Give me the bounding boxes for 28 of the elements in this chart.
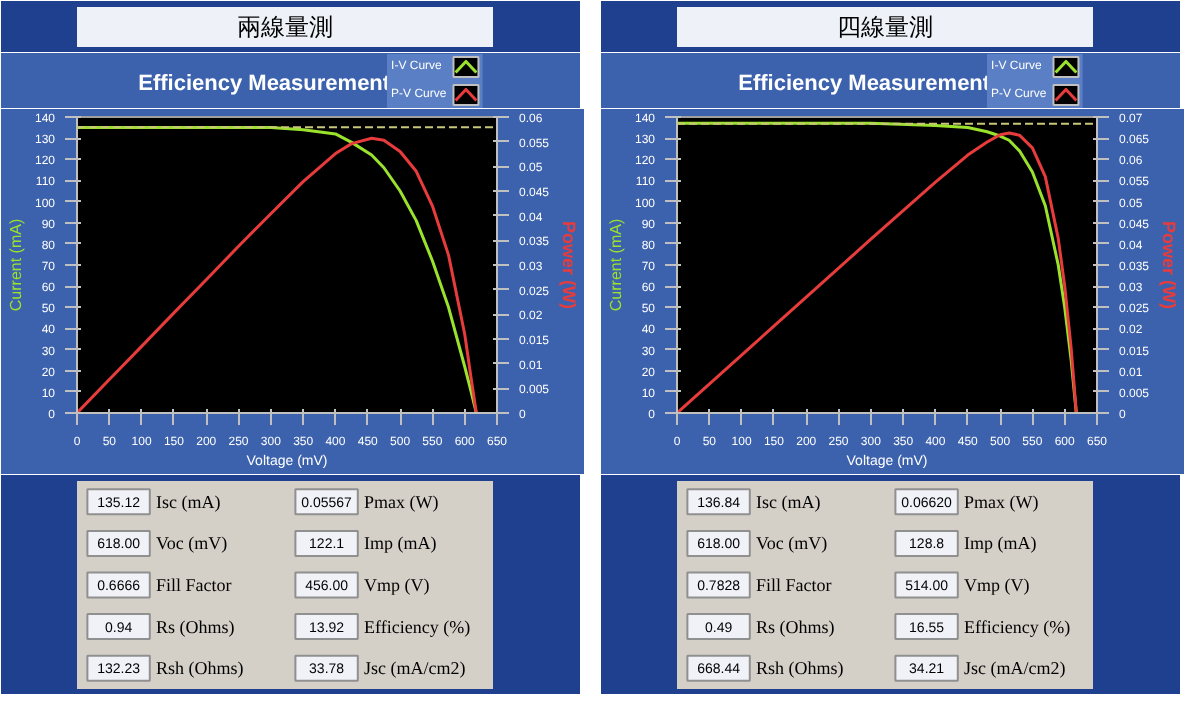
chart-title: 兩線量測 [237, 13, 333, 41]
text: Efficiency (%) [964, 616, 1071, 637]
y-axis-title: Current (mA) [6, 218, 25, 312]
text: Imp (mA) [364, 533, 437, 554]
text: Vmp (V) [364, 575, 430, 595]
text: Fill Factor [156, 575, 232, 595]
text: Voc (mV) [756, 533, 828, 554]
text: Jsc (mA/cm2) [364, 658, 466, 679]
chart-subtitle: Efficiency Measurement [138, 71, 391, 96]
text: Voc (mV) [156, 533, 228, 554]
text: Rs (Ohms) [756, 616, 835, 637]
y2-axis-title: Power (W) [1159, 221, 1180, 309]
text: Jsc (mA/cm2) [964, 658, 1066, 679]
text: Rsh (Ohms) [156, 658, 244, 679]
text: Imp (mA) [964, 533, 1037, 554]
chart-title: 四線量測 [837, 13, 933, 41]
text: Isc (mA) [756, 491, 821, 512]
text: Isc (mA) [156, 491, 221, 512]
text: Pmax (W) [364, 491, 439, 512]
text: Pmax (W) [964, 491, 1039, 512]
text: Fill Factor [756, 575, 832, 595]
chart-subtitle: Efficiency Measurement [738, 71, 991, 96]
text: Rsh (Ohms) [756, 658, 844, 679]
text: Rs (Ohms) [156, 616, 235, 637]
text: Efficiency (%) [364, 616, 471, 637]
y2-axis-title: Power (W) [559, 221, 580, 309]
text: Vmp (V) [964, 575, 1030, 595]
y-axis-title: Current (mA) [606, 218, 625, 312]
